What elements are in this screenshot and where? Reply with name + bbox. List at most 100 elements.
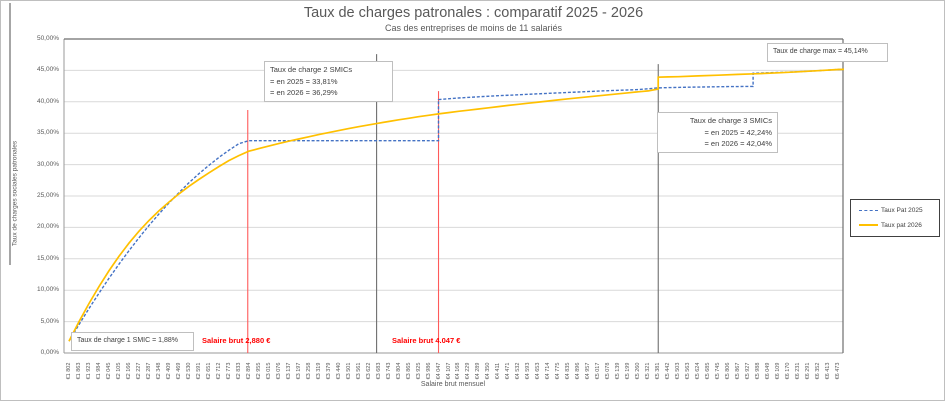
x-tick-€2469: €2 469: [175, 362, 182, 380]
x-axis-title[interactable]: Salaire brut mensuel: [420, 381, 486, 388]
x-tick-€3561: €3 561: [355, 362, 362, 380]
chart-subtitle[interactable]: Cas des entreprises de moins de 11 salar…: [385, 23, 562, 33]
annotation-2-smics-2026: = en 2026 = 36,29%: [270, 88, 338, 98]
x-tick-€5563: €5 563: [685, 362, 692, 380]
x-tick-€4107: €4 107: [445, 362, 452, 380]
x-tick-€4714: €4 714: [545, 362, 552, 380]
annotation-1-smic-text: Taux de charge 1 SMIC = 1,88%: [77, 337, 178, 344]
x-tick-€2348: €2 348: [155, 362, 162, 380]
legend-label-2026: Taux pat 2026: [881, 221, 922, 229]
x-tick-€5806: €5 806: [725, 362, 732, 380]
x-tick-€1802: €1 802: [65, 362, 72, 380]
x-tick-€3804: €3 804: [395, 362, 402, 380]
x-tick-€3319: €3 319: [315, 362, 322, 380]
x-tick-€5867: €5 867: [735, 362, 742, 380]
x-tick-€2712: €2 712: [215, 362, 222, 380]
x-tick-€4957: €4 957: [585, 362, 592, 380]
series-line-2026[interactable]: [68, 68, 845, 342]
y-tick-5,00%: 5,00%: [40, 317, 59, 325]
x-tick-€1923: €1 923: [85, 362, 92, 380]
x-tick-€3501: €3 501: [345, 362, 352, 380]
series-line-2025[interactable]: [68, 68, 845, 342]
x-tick-€3137: €3 137: [285, 362, 292, 380]
x-tick-€1984: €1 984: [95, 362, 102, 380]
x-tick-€6170: €6 170: [785, 362, 792, 380]
x-tick-€5381: €5 381: [655, 362, 662, 380]
annotation-2-smics-title: Taux de charge 2 SMICs: [270, 65, 353, 74]
annotation-2-smics[interactable]: Taux de charge 2 SMICs = en 2025 = 33,81…: [264, 61, 393, 102]
x-tick-€2045: €2 045: [105, 362, 112, 380]
x-tick-€5685: €5 685: [705, 362, 712, 380]
chart-title[interactable]: Taux de charges patronales : comparatif …: [303, 5, 644, 21]
x-tick-€3197: €3 197: [295, 362, 302, 380]
y-tick-40,00%: 40,00%: [36, 97, 59, 105]
x-tick-€3258: €3 258: [305, 362, 312, 380]
x-tick-€6473: €6 473: [835, 362, 841, 380]
x-tick-€3440: €3 440: [335, 362, 342, 380]
x-tick-€6109: €6 109: [775, 362, 782, 380]
annotation-3-smics-2026: = en 2026 = 42,04%: [704, 139, 772, 149]
x-tick-€6049: €6 049: [765, 362, 772, 380]
x-tick-€4471: €4 471: [505, 362, 512, 380]
x-tick-€2409: €2 409: [165, 362, 172, 380]
x-tick-€2287: €2 287: [145, 362, 152, 380]
y-axis-title[interactable]: Taux de charges sociales patronales: [11, 140, 19, 247]
x-tick-€3015: €3 015: [265, 362, 272, 380]
x-tick-€3986: €3 986: [425, 362, 432, 380]
x-tick-€4593: €4 593: [525, 362, 532, 380]
x-tick-€4168: €4 168: [455, 362, 462, 380]
x-tick-€5199: €5 199: [625, 362, 632, 380]
x-tick-€4835: €4 835: [565, 362, 572, 380]
annotation-1-smic[interactable]: Taux de charge 1 SMIC = 1,88%: [71, 332, 194, 351]
y-tick-35,00%: 35,00%: [36, 129, 59, 137]
annotation-3-smics[interactable]: Taux de charge 3 SMICs = en 2025 = 42,24…: [657, 112, 778, 153]
legend-label-2025: Taux Pat 2025: [881, 207, 923, 215]
x-tick-€3076: €3 076: [275, 362, 282, 380]
y-tick-20,00%: 20,00%: [36, 223, 59, 231]
salary-label-2880[interactable]: Salaire brut 2,880 €: [202, 336, 271, 345]
legend-item-2026[interactable]: Taux pat 2026: [859, 222, 939, 229]
x-tick-€2166: €2 166: [125, 362, 132, 380]
annotation-3-smics-title: Taux de charge 3 SMICs: [689, 116, 772, 125]
legend-line-sample-2026: [859, 224, 878, 227]
x-tick-€4896: €4 896: [575, 362, 582, 380]
x-tick-€3622: €3 622: [365, 362, 372, 380]
x-tick-€3379: €3 379: [325, 362, 332, 380]
x-tick-€2651: €2 651: [205, 362, 212, 380]
x-tick-€4047: €4 047: [435, 362, 442, 380]
x-tick-€4411: €4 411: [495, 362, 502, 380]
annotation-max-text: Taux de charge max = 45,14%: [773, 48, 868, 55]
x-tick-€5624: €5 624: [695, 362, 702, 380]
x-tick-€1863: €1 863: [75, 362, 82, 380]
y-tick-50,00%: 50,00%: [36, 35, 59, 42]
x-tick-€2894: €2 894: [245, 362, 252, 380]
x-tick-€2591: €2 591: [195, 362, 202, 380]
x-tick-€5139: €5 139: [615, 362, 622, 380]
annotation-max[interactable]: Taux de charge max = 45,14%: [767, 43, 888, 62]
y-tick-0,00%: 0,00%: [40, 349, 59, 356]
x-tick-€3865: €3 865: [405, 362, 412, 380]
y-tick-10,00%: 10,00%: [36, 286, 59, 294]
y-tick-25,00%: 25,00%: [36, 192, 59, 199]
x-tick-€5078: €5 078: [605, 362, 612, 380]
x-tick-€4289: €4 289: [475, 362, 482, 380]
x-tick-€4532: €4 532: [515, 362, 522, 380]
annotation-3-smics-2025: = en 2025 = 42,24%: [704, 127, 772, 137]
y-tick-15,00%: 15,00%: [36, 254, 59, 262]
x-tick-€4653: €4 653: [535, 362, 542, 380]
salary-label-4047[interactable]: Salaire brut 4.047 €: [392, 336, 461, 345]
x-tick-€6291: €6 291: [805, 362, 812, 380]
x-tick-€4775: €4 775: [555, 362, 562, 380]
x-tick-€5442: €5 442: [665, 362, 672, 380]
legend-item-2025[interactable]: Taux Pat 2025: [859, 207, 939, 214]
x-tick-€4229: €4 229: [465, 362, 472, 380]
x-tick-€4350: €4 350: [485, 362, 492, 380]
x-tick-€2105: €2 105: [115, 362, 122, 380]
x-tick-€3925: €3 925: [415, 362, 422, 380]
x-tick-€3743: €3 743: [385, 362, 392, 380]
y-tick-30,00%: 30,00%: [36, 160, 59, 168]
legend[interactable]: Taux Pat 2025 Taux pat 2026: [850, 199, 940, 237]
x-tick-€5503: €5 503: [675, 362, 682, 380]
